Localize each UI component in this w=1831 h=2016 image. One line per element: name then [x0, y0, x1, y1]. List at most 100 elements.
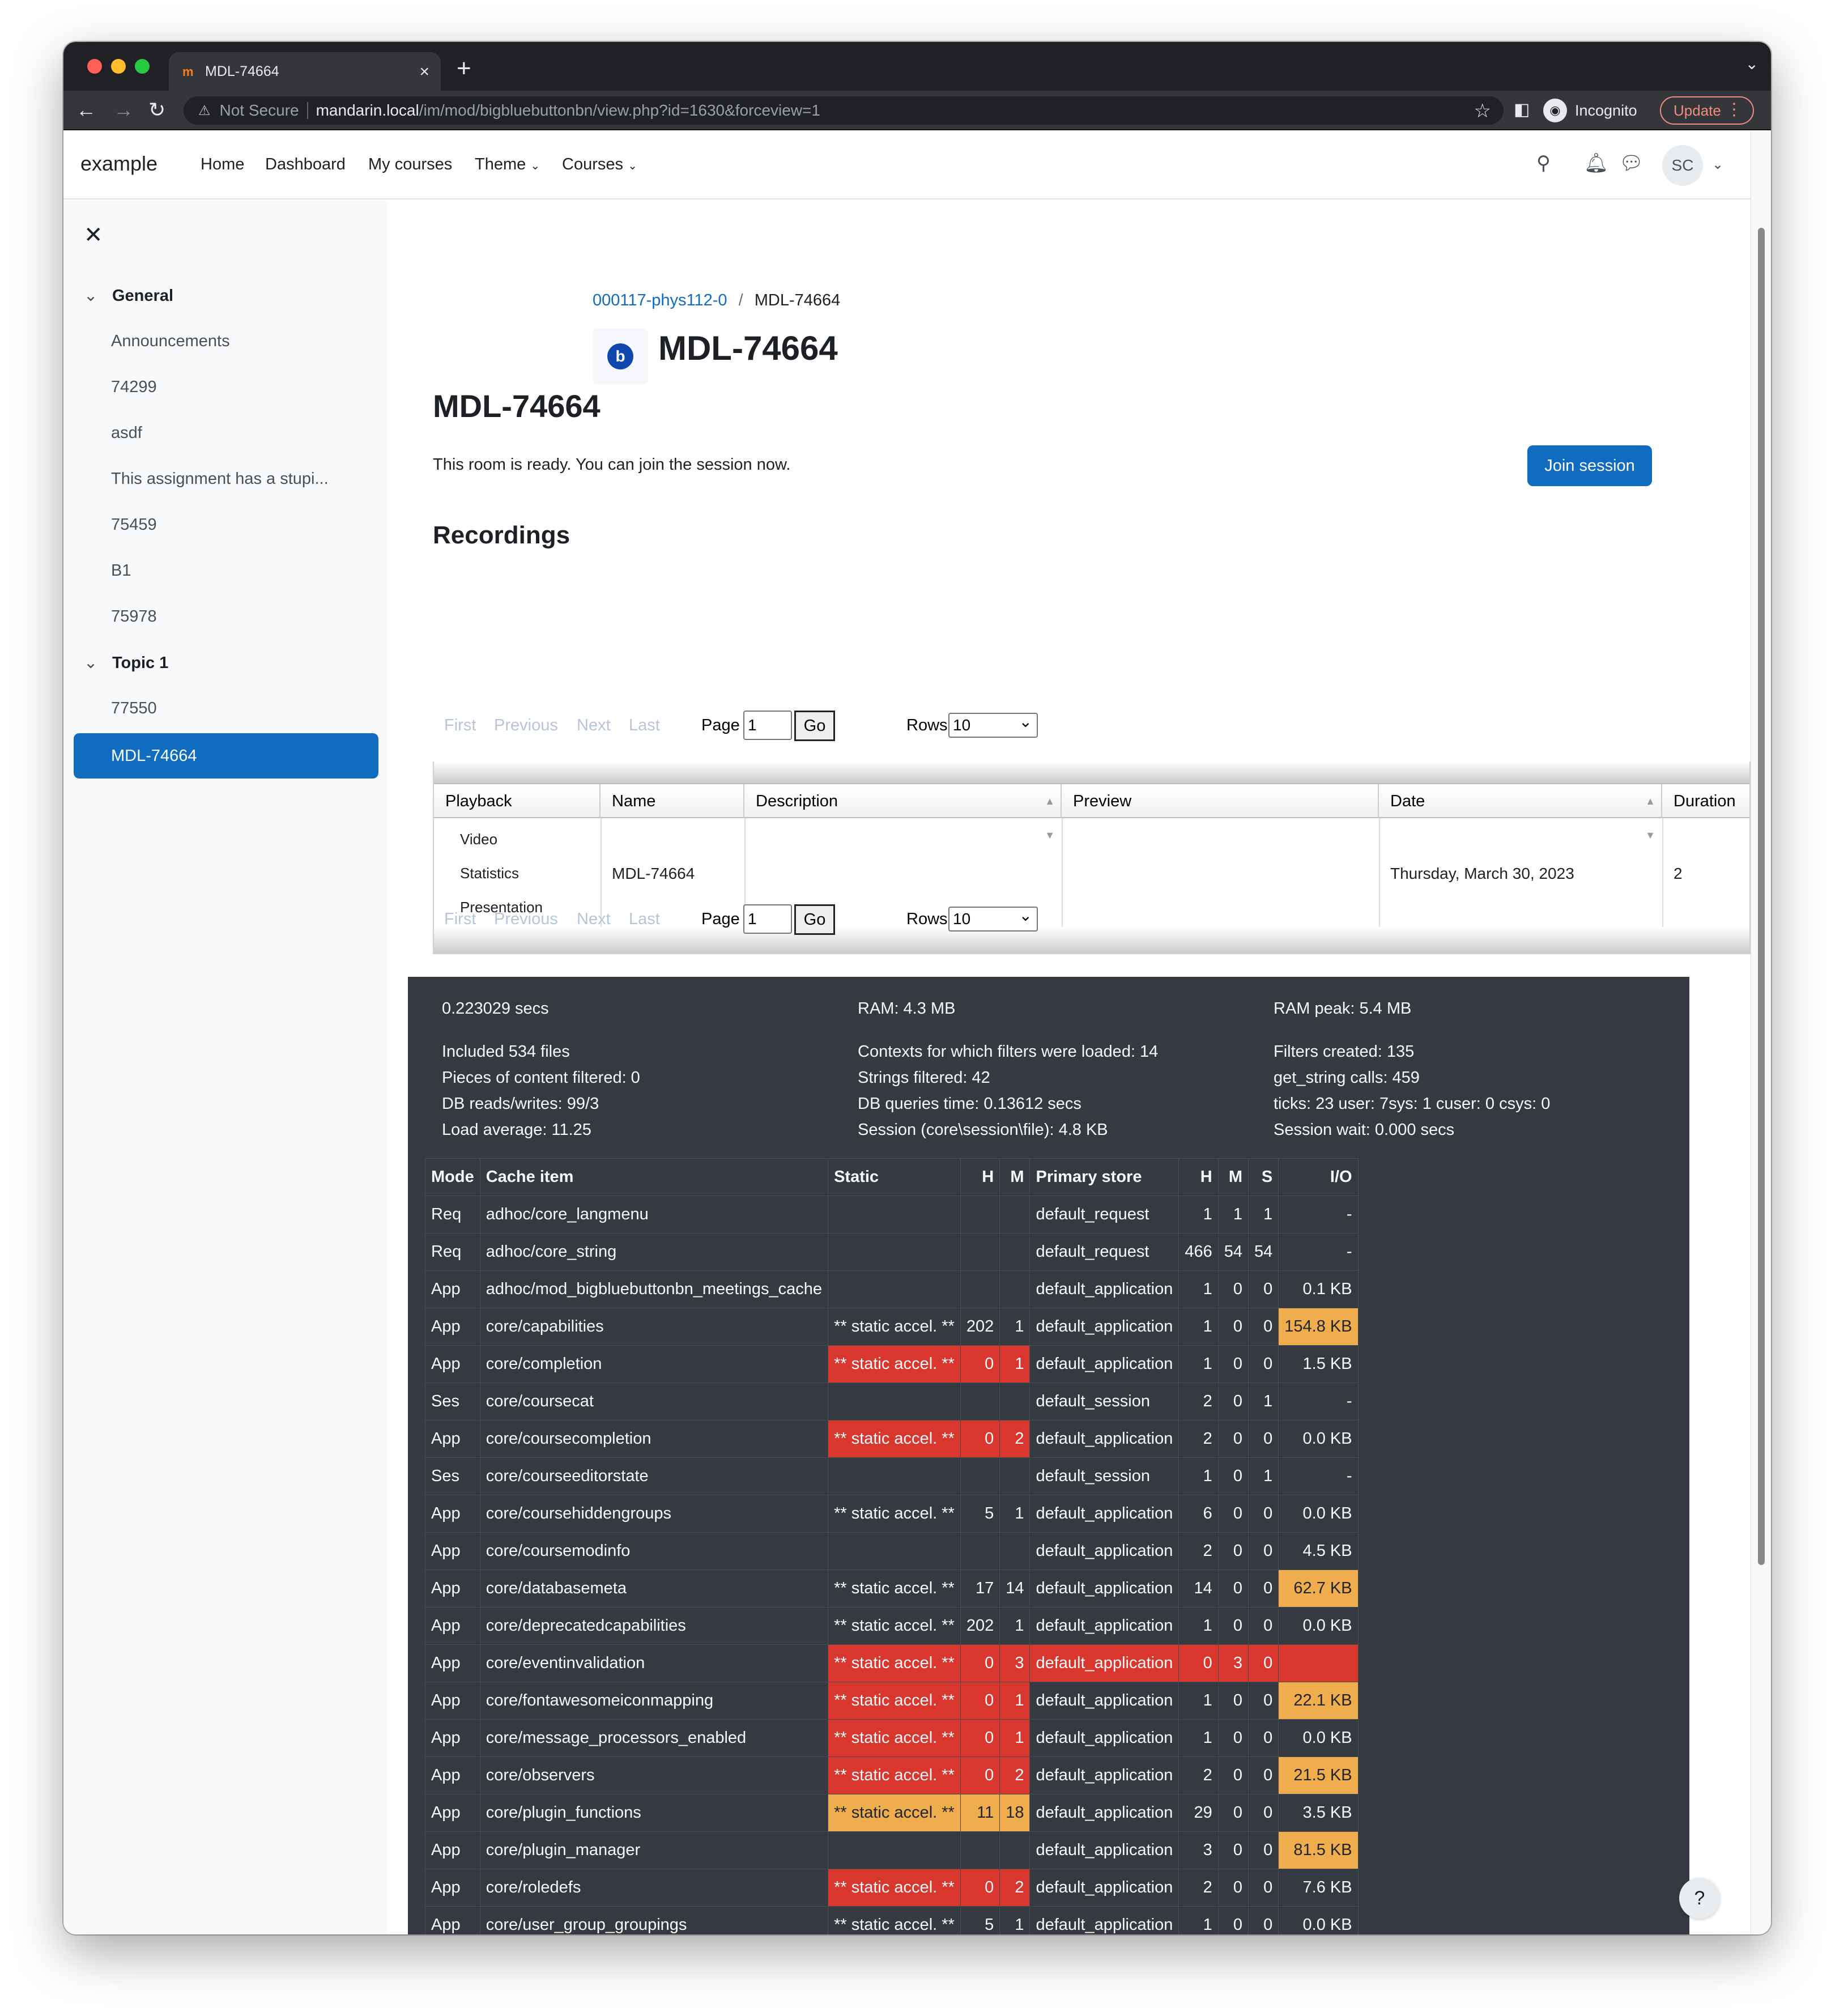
minimize-window-button[interactable]	[111, 59, 126, 74]
maximize-window-button[interactable]	[135, 59, 150, 74]
column-header-description[interactable]: Description ▲ ▼	[744, 784, 1062, 841]
column-header-label: Description	[756, 792, 838, 810]
perf-stat: get_string calls: 459	[1274, 1069, 1420, 1087]
recording-name[interactable]: MDL-74664	[612, 865, 695, 882]
pager-last[interactable]: Last	[629, 910, 660, 928]
site-brand[interactable]: example	[80, 152, 158, 175]
search-icon[interactable]: ⚲	[1536, 152, 1551, 174]
address-bar[interactable]: ⚠ Not Secure mandarin.local /im/mod/bigb…	[184, 96, 1504, 125]
window-controls	[87, 59, 150, 74]
cache-cell-h: 29	[1178, 1794, 1219, 1832]
pager-last[interactable]: Last	[629, 716, 660, 734]
browser-window: m MDL-74664 × + ⌄ ← → ↻ ⚠ Not Secure man…	[63, 42, 1771, 1934]
close-window-button[interactable]	[87, 59, 102, 74]
incognito-indicator[interactable]: ◉ Incognito	[1543, 97, 1637, 124]
column-header[interactable]: Name	[601, 784, 744, 818]
cache-cell-s: 0	[1247, 1719, 1279, 1757]
cache-cell-sm	[999, 1457, 1031, 1495]
forward-icon[interactable]: →	[113, 98, 134, 121]
cache-cell-item: adhoc/core_langmenu	[479, 1196, 829, 1234]
nav-courses[interactable]: Courses ⌄	[562, 155, 637, 174]
course-index-item[interactable]: 75459	[111, 516, 157, 534]
cache-cell-static: ** static accel. **	[828, 1869, 961, 1907]
cache-cell-s: 1	[1247, 1383, 1279, 1420]
cache-cell-io: 154.8 KB	[1278, 1308, 1359, 1346]
page-input[interactable]: 1	[743, 904, 792, 934]
cache-cell-mode: App	[425, 1794, 480, 1832]
cache-cell-item: core/fontawesomeiconmapping	[479, 1682, 829, 1720]
playback-link-statistics[interactable]: Statistics	[460, 865, 520, 882]
column-header[interactable]: Playback	[434, 784, 601, 818]
cache-cell-h: 1	[1178, 1345, 1219, 1383]
pager-first[interactable]: First	[444, 716, 476, 734]
course-index-item[interactable]: B1	[111, 562, 131, 580]
cache-cell-mode: App	[425, 1719, 480, 1757]
cache-cell-m: 1	[1217, 1196, 1249, 1234]
cache-cell-sh	[960, 1233, 1000, 1271]
section-topic-1[interactable]: ⌄ Topic 1	[84, 653, 168, 673]
user-avatar[interactable]: SC	[1662, 145, 1703, 186]
cache-cell-item: core/roledefs	[479, 1869, 829, 1907]
new-tab-button[interactable]: +	[457, 54, 471, 82]
cache-row: App core/coursecompletion ** static accel.…	[425, 1420, 1359, 1458]
notifications-bell-icon[interactable]: 🔔︎	[1584, 152, 1609, 174]
cache-cell-sm: 2	[999, 1756, 1031, 1794]
back-icon[interactable]: ←	[76, 98, 96, 121]
rows-select[interactable]: 10	[948, 711, 1038, 738]
nav-theme[interactable]: Theme ⌄	[475, 155, 540, 174]
column-header[interactable]: Duration	[1674, 792, 1736, 810]
browser-tab[interactable]: m MDL-74664 ×	[169, 52, 441, 91]
rows-select[interactable]: 10	[948, 904, 1038, 932]
cache-cell-sm: 14	[999, 1570, 1031, 1607]
nav-my-courses[interactable]: My courses	[368, 155, 453, 173]
pager-next[interactable]: Next	[577, 716, 611, 734]
side-panel-icon[interactable]: ◧	[1514, 100, 1530, 119]
cache-cell-io: 22.1 KB	[1278, 1682, 1359, 1720]
table-bottom-band	[434, 927, 1749, 953]
close-tab-icon[interactable]: ×	[419, 62, 429, 81]
reload-icon[interactable]: ↻	[148, 98, 166, 121]
column-header-date[interactable]: Date ▲ ▼	[1379, 784, 1662, 841]
cache-cell-s: 0	[1247, 1607, 1279, 1645]
go-button[interactable]: Go	[794, 711, 835, 741]
section-general[interactable]: ⌄ General	[84, 286, 173, 305]
bookmark-star-icon[interactable]: ☆	[1474, 100, 1491, 122]
pager-previous[interactable]: Previous	[494, 910, 558, 928]
playback-link-presentation[interactable]: Presentation	[460, 899, 543, 916]
cache-cell-sm: 1	[999, 1682, 1031, 1720]
update-button[interactable]: Update ⋮	[1660, 96, 1754, 125]
section-title: General	[112, 287, 173, 305]
breadcrumb-course-link[interactable]: 000117-phys112-0	[593, 291, 727, 309]
course-index-item[interactable]: Announcements	[111, 332, 230, 350]
breadcrumb: 000117-phys112-0 / MDL-74664	[593, 291, 840, 310]
nav-dashboard[interactable]: Dashboard	[265, 155, 346, 173]
course-index-item[interactable]: asdf	[111, 424, 142, 442]
close-drawer-icon[interactable]: ✕	[84, 223, 103, 248]
pager-first[interactable]: First	[444, 910, 476, 928]
cache-cell-h: 6	[1178, 1495, 1219, 1533]
course-index-item[interactable]: This assignment has a stupi...	[111, 470, 329, 488]
pager-next[interactable]: Next	[577, 910, 611, 928]
messages-icon[interactable]: 💬︎	[1619, 152, 1644, 174]
go-button[interactable]: Go	[794, 904, 835, 935]
cache-row: App core/completion ** static accel. ** 0 1 d…	[425, 1345, 1359, 1383]
cache-cell-s: 54	[1247, 1233, 1279, 1271]
cache-cell-store: default_application	[1029, 1831, 1179, 1869]
pager-previous[interactable]: Previous	[494, 716, 558, 734]
user-menu-chevron-icon[interactable]: ⌄	[1712, 157, 1724, 172]
course-index-item[interactable]: 75978	[111, 607, 157, 626]
tab-search-chevron-icon[interactable]: ⌄	[1745, 55, 1758, 73]
column-header[interactable]: Preview	[1062, 784, 1379, 818]
page-scrollbar[interactable]	[1751, 131, 1771, 1934]
scrollbar-thumb[interactable]	[1758, 228, 1765, 1565]
playback-link-video[interactable]: Video	[460, 831, 498, 848]
cache-cell-sm: 3	[999, 1644, 1031, 1682]
help-button[interactable]: ?	[1679, 1878, 1720, 1919]
nav-home[interactable]: Home	[201, 155, 245, 173]
course-index-item[interactable]: 77550	[111, 699, 157, 717]
page-input[interactable]: 1	[743, 711, 792, 740]
join-session-button[interactable]: Join session	[1527, 445, 1652, 486]
course-index-item[interactable]: 74299	[111, 378, 157, 396]
course-index-item-active[interactable]: MDL-74664	[74, 733, 378, 779]
cache-cell-sh: 11	[960, 1794, 1000, 1832]
